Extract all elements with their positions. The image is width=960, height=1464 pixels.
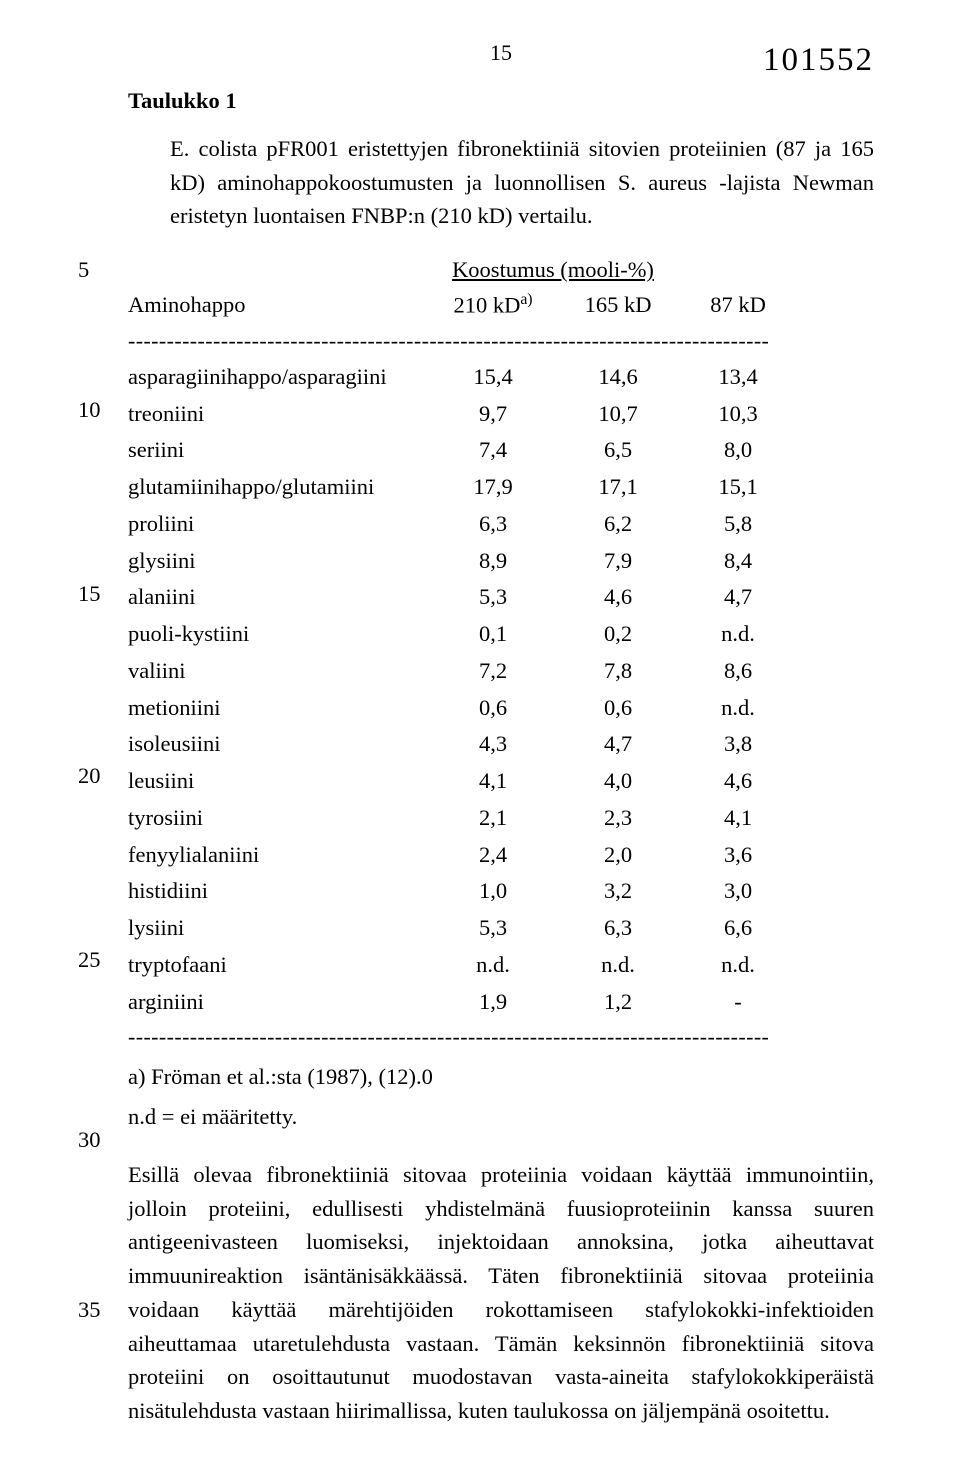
table-row-value: 8,4 <box>678 542 798 579</box>
line-marker-15: 15 <box>78 577 101 611</box>
table-row-name: glutamiinihappo/glutamiini <box>128 469 428 506</box>
table-divider-top: ----------------------------------------… <box>128 328 798 354</box>
table-row-value: n.d. <box>558 946 678 983</box>
table-row-value: 6,2 <box>558 505 678 542</box>
page-header: 15 101552 <box>128 36 874 76</box>
table-row-value: 9,7 <box>428 395 558 432</box>
table-row-value: n.d. <box>678 946 798 983</box>
table-row-name: leusiini <box>128 763 428 800</box>
table-spacer <box>678 253 798 287</box>
table-divider-bottom: ----------------------------------------… <box>128 1024 798 1050</box>
table-row-name: valiini <box>128 652 428 689</box>
table-row-value: 13,4 <box>678 358 798 395</box>
document-id: 101552 <box>763 36 874 86</box>
table-title: Taulukko 1 <box>128 84 874 118</box>
col-header-210-sup: a) <box>520 291 532 308</box>
table-row-value: 17,9 <box>428 469 558 506</box>
table-row-name: histidiini <box>128 873 428 910</box>
table-row-value: 5,8 <box>678 505 798 542</box>
table-row-value: 3,0 <box>678 873 798 910</box>
table-row-name: seriini <box>128 432 428 469</box>
table-row-value: 4,6 <box>678 763 798 800</box>
table-row-value: 6,6 <box>678 910 798 947</box>
table-row-value: - <box>678 983 798 1020</box>
table-row-value: 4,1 <box>428 763 558 800</box>
table-row-value: 3,2 <box>558 873 678 910</box>
col-header-165: 165 kD <box>558 287 678 324</box>
table-row-value: 1,2 <box>558 983 678 1020</box>
table-row-value: 4,7 <box>558 726 678 763</box>
main-paragraph: Esillä olevaa fibronektiiniä sitovaa pro… <box>128 1158 874 1428</box>
table-row-value: 4,6 <box>558 579 678 616</box>
line-marker-5: 5 <box>78 253 89 287</box>
table-row-name: proliini <box>128 505 428 542</box>
table-row-value: 10,3 <box>678 395 798 432</box>
table-row-value: n.d. <box>678 689 798 726</box>
col-header-210: 210 kDa) <box>428 287 558 324</box>
table-row-value: 6,5 <box>558 432 678 469</box>
amino-acid-table: Koostumus (mooli-%) Aminohappo 210 kDa) … <box>128 253 874 1054</box>
table-row-name: lysiini <box>128 910 428 947</box>
table-row-value: 0,6 <box>558 689 678 726</box>
table-row-value: 15,1 <box>678 469 798 506</box>
table-row-value: 2,3 <box>558 799 678 836</box>
table-row-name: asparagiinihappo/asparagiini <box>128 358 428 395</box>
table-row-value: 6,3 <box>428 505 558 542</box>
table-row-name: glysiini <box>128 542 428 579</box>
table-row-value: 14,6 <box>558 358 678 395</box>
table-row-value: 5,3 <box>428 579 558 616</box>
table-row-value: 7,8 <box>558 652 678 689</box>
intro-paragraph: E. colista pFR001 eristettyjen fibronekt… <box>170 132 874 233</box>
table-row-value: 7,4 <box>428 432 558 469</box>
table-row-value: 4,1 <box>678 799 798 836</box>
table-row-value: 0,1 <box>428 616 558 653</box>
table-row-name: tyrosiini <box>128 799 428 836</box>
table-row-name: puoli-kystiini <box>128 616 428 653</box>
table-row-name: tryptofaani <box>128 946 428 983</box>
table-row-value: 0,2 <box>558 616 678 653</box>
table-row-value: 17,1 <box>558 469 678 506</box>
line-marker-25: 25 <box>78 943 101 977</box>
table-row-value: 4,3 <box>428 726 558 763</box>
table-row-value: n.d. <box>428 946 558 983</box>
table-row-value: 7,9 <box>558 542 678 579</box>
page-number: 15 <box>490 36 512 69</box>
line-marker-20: 20 <box>78 759 101 793</box>
table-row-name: arginiini <box>128 983 428 1020</box>
table-row-value: 4,0 <box>558 763 678 800</box>
composition-label: Koostumus (mooli-%) <box>428 253 678 287</box>
table-row-value: 8,0 <box>678 432 798 469</box>
col-header-87: 87 kD <box>678 287 798 324</box>
table-row-name: treoniini <box>128 395 428 432</box>
table-row-value: 2,4 <box>428 836 558 873</box>
table-row-value: 4,7 <box>678 579 798 616</box>
table-row-value: 0,6 <box>428 689 558 726</box>
table-row-name: isoleusiini <box>128 726 428 763</box>
line-marker-35: 35 <box>78 1293 101 1327</box>
table-row-value: 5,3 <box>428 910 558 947</box>
table-row-value: 3,8 <box>678 726 798 763</box>
table-row-value: 8,9 <box>428 542 558 579</box>
col-header-name: Aminohappo <box>128 287 428 324</box>
table-row-value: 2,0 <box>558 836 678 873</box>
table-row-value: 8,6 <box>678 652 798 689</box>
table-row-name: alaniini <box>128 579 428 616</box>
line-marker-10: 10 <box>78 393 101 427</box>
table-row-value: 1,9 <box>428 983 558 1020</box>
table-row-value: 1,0 <box>428 873 558 910</box>
table-row-name: metioniini <box>128 689 428 726</box>
table-row-name: fenyylialaniini <box>128 836 428 873</box>
table-row-value: 3,6 <box>678 836 798 873</box>
table-row-value: 6,3 <box>558 910 678 947</box>
col-header-210-text: 210 kD <box>453 293 520 318</box>
table-row-value: 7,2 <box>428 652 558 689</box>
table-row-value: 15,4 <box>428 358 558 395</box>
footnote-a: a) Fröman et al.:sta (1987), (12).0 <box>128 1060 874 1094</box>
footnote-b: n.d = ei määritetty. <box>128 1100 874 1134</box>
table-row-value: 10,7 <box>558 395 678 432</box>
table-row-value: n.d. <box>678 616 798 653</box>
table-row-value: 2,1 <box>428 799 558 836</box>
table-spacer <box>128 253 428 287</box>
line-marker-30: 30 <box>78 1123 101 1157</box>
